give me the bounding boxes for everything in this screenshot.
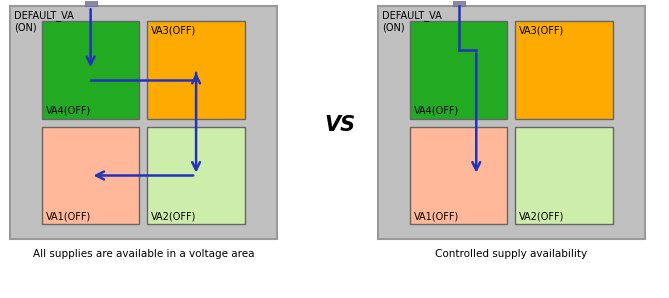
- Text: VA4(OFF): VA4(OFF): [46, 106, 91, 116]
- Bar: [515, 21, 613, 119]
- Bar: [410, 21, 508, 119]
- Bar: [147, 21, 245, 119]
- Text: DEFAULT_VA
(ON): DEFAULT_VA (ON): [14, 10, 74, 33]
- Text: VA1(OFF): VA1(OFF): [414, 211, 459, 221]
- Text: VA2(OFF): VA2(OFF): [151, 211, 197, 221]
- Text: VA3(OFF): VA3(OFF): [151, 25, 197, 35]
- Text: VS: VS: [324, 115, 356, 135]
- Text: VA3(OFF): VA3(OFF): [519, 25, 565, 35]
- Text: All supplies are available in a voltage area: All supplies are available in a voltage …: [33, 249, 254, 259]
- Bar: [410, 127, 508, 224]
- Bar: [42, 21, 139, 119]
- Text: Controlled supply availability: Controlled supply availability: [436, 249, 587, 259]
- Text: VA2(OFF): VA2(OFF): [519, 211, 565, 221]
- Text: VA1(OFF): VA1(OFF): [46, 211, 91, 221]
- Bar: [378, 6, 645, 239]
- Bar: [147, 127, 245, 224]
- Bar: [10, 6, 277, 239]
- Bar: [85, 0, 96, 6]
- Bar: [42, 127, 139, 224]
- Bar: [515, 127, 613, 224]
- Bar: [453, 0, 465, 6]
- Text: DEFAULT_VA
(ON): DEFAULT_VA (ON): [382, 10, 442, 33]
- Text: VA4(OFF): VA4(OFF): [414, 106, 459, 116]
